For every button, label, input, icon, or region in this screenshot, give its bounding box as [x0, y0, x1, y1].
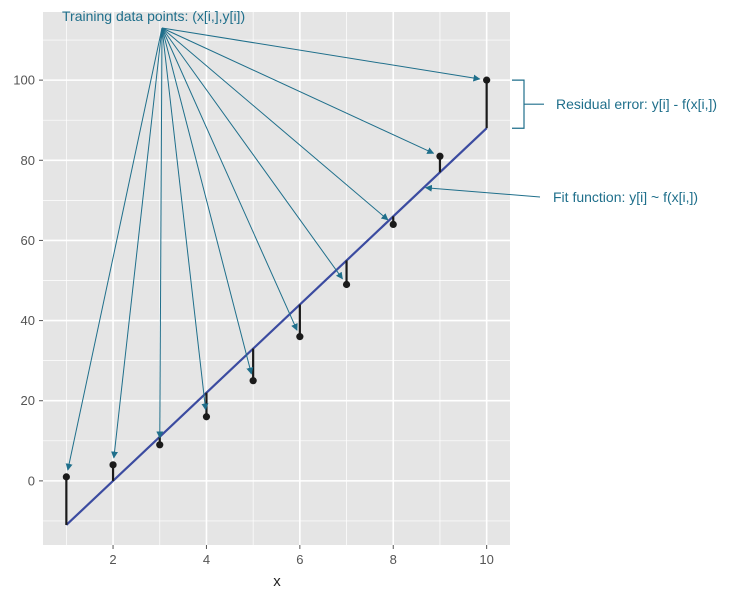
- y-tick-label: 0: [28, 473, 35, 488]
- training-points-annotation: Training data points: (x[i,],y[i]): [62, 8, 245, 24]
- training-point-arrow: [156, 27, 164, 439]
- data-point: [436, 152, 444, 160]
- plot-panel: [43, 12, 510, 545]
- y-tick-label: 60: [21, 233, 35, 248]
- training-point-arrow: [161, 27, 343, 280]
- y-tick-label: 20: [21, 393, 35, 408]
- data-point: [342, 280, 351, 289]
- y-tick-label: 40: [21, 313, 35, 328]
- residual-bracket: [512, 79, 525, 129]
- residual-annotation: Residual error: y[i] - f(x[i,]): [556, 96, 717, 112]
- fit-line: [65, 127, 488, 526]
- training-point-arrow: [65, 27, 163, 471]
- data-point: [156, 441, 164, 449]
- y-tick-label: 80: [21, 153, 35, 168]
- training-point-arrow: [161, 27, 298, 331]
- fit-function-annotation: Fit function: y[i] ~ f(x[i,]): [553, 189, 698, 205]
- data-point: [62, 473, 70, 481]
- x-tick-label: 10: [479, 552, 493, 567]
- training-point-arrow: [161, 27, 481, 82]
- training-point-arrow: [161, 27, 435, 154]
- data-point: [296, 333, 304, 341]
- x-tick-label: 4: [203, 552, 210, 567]
- data-point: [483, 76, 491, 84]
- data-point: [202, 413, 211, 421]
- training-point-arrow: [161, 27, 254, 375]
- data-point: [249, 377, 257, 385]
- x-tick-label: 6: [296, 552, 303, 567]
- training-point-arrow: [161, 27, 209, 411]
- training-point-arrow: [161, 27, 389, 221]
- x-tick-label: 2: [109, 552, 116, 567]
- data-point: [389, 220, 397, 228]
- fit-function-arrow: [424, 184, 541, 198]
- x-tick-label: 8: [390, 552, 397, 567]
- data-point: [109, 461, 117, 469]
- training-point-arrow: [111, 27, 163, 459]
- y-tick-label: 100: [13, 73, 35, 88]
- x-axis-title: x: [273, 573, 281, 590]
